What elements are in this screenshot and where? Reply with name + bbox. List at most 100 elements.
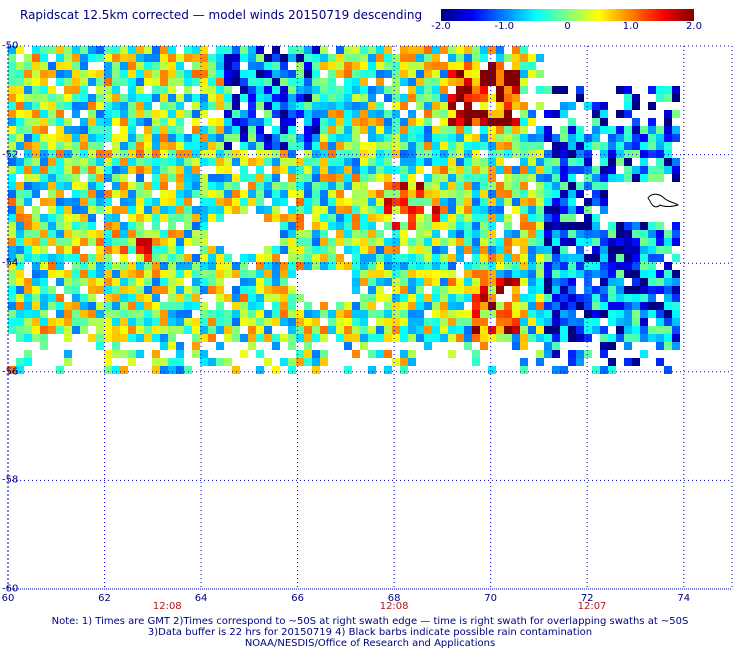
wind-difference-cell <box>120 222 128 230</box>
wind-difference-cell <box>144 326 152 334</box>
wind-difference-cell <box>296 166 304 174</box>
wind-difference-cell <box>624 262 632 270</box>
wind-difference-cell <box>480 238 488 246</box>
wind-difference-cell <box>8 222 16 230</box>
wind-difference-cell <box>16 310 24 318</box>
wind-difference-cell <box>280 102 288 110</box>
wind-difference-cell <box>296 94 304 102</box>
wind-difference-cell <box>104 174 112 182</box>
wind-difference-cell <box>176 302 184 310</box>
wind-difference-cell <box>480 342 488 350</box>
wind-difference-cell <box>32 270 40 278</box>
wind-difference-cell <box>256 294 264 302</box>
wind-difference-cell <box>608 310 616 318</box>
wind-difference-cell <box>120 94 128 102</box>
wind-difference-cell <box>408 150 416 158</box>
wind-difference-cell <box>504 110 512 118</box>
wind-difference-cell <box>216 302 224 310</box>
wind-difference-cell <box>88 150 96 158</box>
wind-difference-cell <box>544 270 552 278</box>
wind-difference-cell <box>8 262 16 270</box>
wind-difference-cell <box>56 270 64 278</box>
wind-difference-cell <box>120 270 128 278</box>
wind-difference-cell <box>232 326 240 334</box>
wind-difference-cell <box>288 310 296 318</box>
wind-difference-cell <box>120 294 128 302</box>
wind-difference-cell <box>160 262 168 270</box>
wind-difference-cell <box>664 262 672 270</box>
wind-difference-cell <box>336 158 344 166</box>
wind-difference-cell <box>560 278 568 286</box>
wind-difference-cell <box>368 326 376 334</box>
wind-difference-cell <box>40 294 48 302</box>
wind-difference-cell <box>552 222 560 230</box>
wind-difference-cell <box>352 254 360 262</box>
wind-difference-cell <box>208 254 216 262</box>
wind-difference-cell <box>584 262 592 270</box>
wind-difference-cell <box>456 182 464 190</box>
wind-difference-cell <box>632 334 640 342</box>
wind-difference-cell <box>384 94 392 102</box>
wind-difference-cell <box>176 366 184 374</box>
wind-difference-cell <box>120 46 128 54</box>
wind-difference-cell <box>472 150 480 158</box>
wind-difference-cell <box>568 206 576 214</box>
wind-difference-cell <box>112 46 120 54</box>
wind-difference-cell <box>352 110 360 118</box>
wind-difference-cell <box>496 334 504 342</box>
wind-difference-cell <box>576 158 584 166</box>
wind-difference-cell <box>96 102 104 110</box>
wind-difference-cell <box>608 254 616 262</box>
wind-difference-cell <box>496 182 504 190</box>
wind-difference-cell <box>512 182 520 190</box>
wind-difference-cell <box>216 118 224 126</box>
wind-difference-cell <box>160 134 168 142</box>
wind-difference-cell <box>32 254 40 262</box>
wind-difference-cell <box>40 222 48 230</box>
wind-difference-cell <box>168 206 176 214</box>
wind-difference-cell <box>648 102 656 110</box>
wind-difference-cell <box>472 118 480 126</box>
wind-difference-cell <box>48 206 56 214</box>
wind-difference-cell <box>8 310 16 318</box>
wind-difference-cell <box>344 46 352 54</box>
wind-difference-cell <box>344 222 352 230</box>
wind-difference-cell <box>536 214 544 222</box>
wind-difference-cell <box>64 118 72 126</box>
wind-difference-cell <box>144 118 152 126</box>
wind-difference-cell <box>560 190 568 198</box>
wind-difference-cell <box>16 158 24 166</box>
wind-difference-cell <box>240 262 248 270</box>
wind-difference-cell <box>280 238 288 246</box>
wind-difference-cell <box>240 318 248 326</box>
wind-difference-cell <box>440 278 448 286</box>
wind-difference-cell <box>88 190 96 198</box>
wind-difference-cell <box>368 246 376 254</box>
wind-difference-cell <box>112 190 120 198</box>
wind-difference-cell <box>48 46 56 54</box>
wind-difference-cell <box>96 246 104 254</box>
wind-difference-cell <box>136 94 144 102</box>
wind-difference-cell <box>432 262 440 270</box>
wind-difference-cell <box>176 198 184 206</box>
wind-difference-cell <box>400 134 408 142</box>
wind-difference-cell <box>168 334 176 342</box>
wind-difference-cell <box>112 94 120 102</box>
wind-difference-cell <box>312 142 320 150</box>
wind-difference-cell <box>144 278 152 286</box>
wind-difference-cell <box>216 102 224 110</box>
wind-difference-cell <box>544 302 552 310</box>
wind-difference-cell <box>336 334 344 342</box>
wind-difference-cell <box>384 206 392 214</box>
wind-difference-cell <box>248 62 256 70</box>
wind-difference-cell <box>112 262 120 270</box>
wind-difference-cell <box>192 230 200 238</box>
wind-difference-cell <box>664 278 672 286</box>
wind-difference-cell <box>672 126 680 134</box>
wind-difference-cell <box>120 70 128 78</box>
wind-difference-cell <box>88 238 96 246</box>
wind-difference-cell <box>104 222 112 230</box>
wind-difference-cell <box>384 142 392 150</box>
wind-difference-cell <box>280 214 288 222</box>
wind-difference-cell <box>8 70 16 78</box>
